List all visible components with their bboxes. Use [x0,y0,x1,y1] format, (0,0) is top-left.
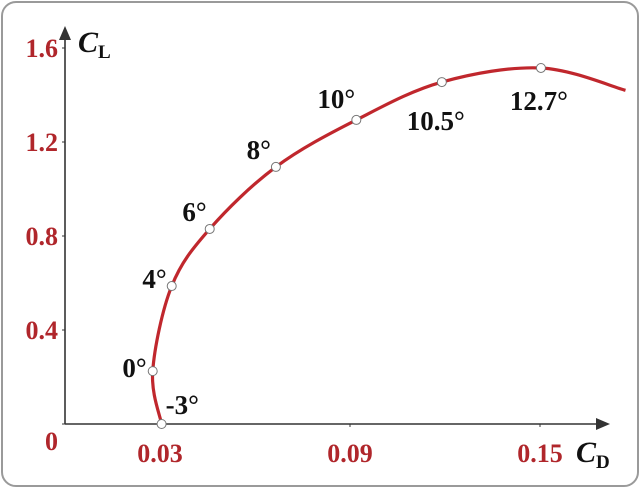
point-label: 12.7° [510,86,568,116]
y-arrow [59,26,71,40]
point-label: 0° [122,353,146,383]
x-tick-label: 0.09 [327,439,373,468]
y-axis-title-main: C [78,26,99,59]
point [147,366,158,377]
point [166,281,177,292]
point-label: 4° [142,264,166,294]
y-tick-label: 1.2 [26,128,59,157]
x-tick-label: 0.03 [137,439,183,468]
x-tick-label: 0.15 [517,439,563,468]
point-label: 8° [247,135,271,165]
point-label: 6° [182,197,206,227]
x-arrow [596,418,610,430]
x-axis-title: CD [576,436,610,473]
point-label: 10° [317,84,355,114]
x-axis-title-main: C [576,436,597,469]
y-axis-title: CL [78,26,111,63]
point [156,419,167,429]
point [351,114,362,125]
y-tick-label: 1.6 [26,34,59,63]
point-label: 10.5° [407,106,465,136]
x-axis-title-sub: D [596,452,610,473]
y-tick-label: 0 [45,427,58,456]
point [436,77,447,88]
point-label: -3° [166,390,199,420]
y-tick-label: 0.8 [26,222,59,251]
polar-curve [150,66,626,425]
y-axis-title-sub: L [98,42,111,63]
y-tick-label: 0.4 [26,316,59,345]
point [204,223,215,234]
point [270,161,281,172]
point [535,62,546,73]
